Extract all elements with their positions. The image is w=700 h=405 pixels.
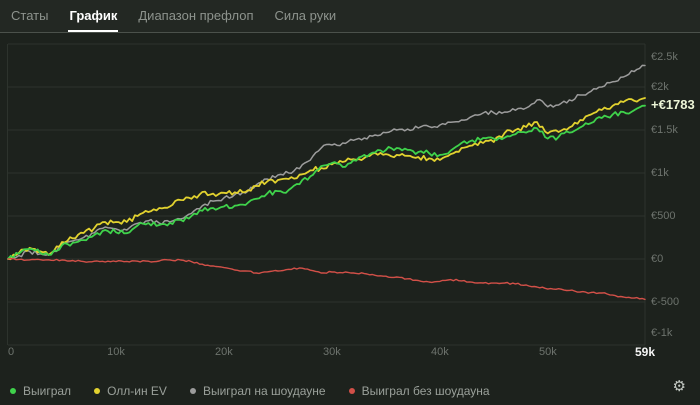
legend-dot-icon [348, 388, 355, 394]
legend-item-2[interactable]: Выиграл на шоудауне [189, 384, 326, 398]
x-axis-tick: 20k [215, 346, 233, 358]
legend-dot-icon [10, 388, 16, 394]
series-line-0 [7, 104, 646, 260]
legend-item-0[interactable]: Выиграл [10, 384, 71, 398]
y-axis-tick: €2.5k [651, 51, 678, 63]
tab-preflop-range[interactable]: Диапазон префлоп [138, 7, 254, 23]
legend-dot-icon [189, 388, 196, 394]
tab-graph[interactable]: График [68, 0, 119, 32]
x-axis-tick: 0 [7, 346, 15, 358]
current-winnings-label: +€1783 [651, 96, 695, 112]
x-axis-tick: 50k [538, 346, 557, 358]
y-axis-tick: €2k [651, 81, 669, 93]
settings-gear-icon[interactable]: ⚙ [672, 378, 686, 395]
legend-item-3[interactable]: Выиграл без шоудауна [348, 384, 490, 398]
legend-label: Выиграл [23, 384, 72, 398]
y-axis-tick: €0 [651, 253, 664, 265]
tab-stats[interactable]: Статы [11, 7, 49, 23]
y-axis-tick: €500 [651, 210, 676, 222]
x-axis-tick-current: 59k [634, 345, 656, 359]
y-axis-tick: €1.5k [651, 124, 678, 136]
x-axis-tick: 10k [107, 346, 125, 358]
series-line-1 [7, 97, 646, 261]
legend-label: Выиграл на шоудауне [202, 384, 326, 398]
legend-label: Олл-ин EV [107, 384, 167, 398]
y-axis-tick: €-1k [651, 327, 673, 339]
tab-bar: Статы График Диапазон префлоп Сила руки [0, 0, 700, 33]
winnings-chart: €2.5k €2k €1.5k €1k €500 €0 €-500 €-1k +€1783 0 1… [0, 33, 700, 405]
x-axis-tick: 30k [323, 346, 341, 358]
y-axis-tick: €1k [651, 167, 669, 179]
y-axis-tick: €-500 [651, 296, 680, 308]
series-line-2 [7, 64, 646, 260]
tab-hand-strength[interactable]: Сила руки [274, 7, 337, 23]
chart-canvas[interactable] [0, 33, 700, 363]
legend-dot-icon [94, 388, 101, 394]
legend-item-1[interactable]: Олл-ин EV [94, 384, 167, 398]
x-axis-tick: 40k [430, 346, 449, 358]
series-line-3 [7, 257, 646, 301]
chart-legend: Выиграл Олл-ин EV Выиграл на шоудауне Выигр… [0, 377, 700, 405]
legend-label: Выиграл без шоудауна [361, 384, 490, 398]
